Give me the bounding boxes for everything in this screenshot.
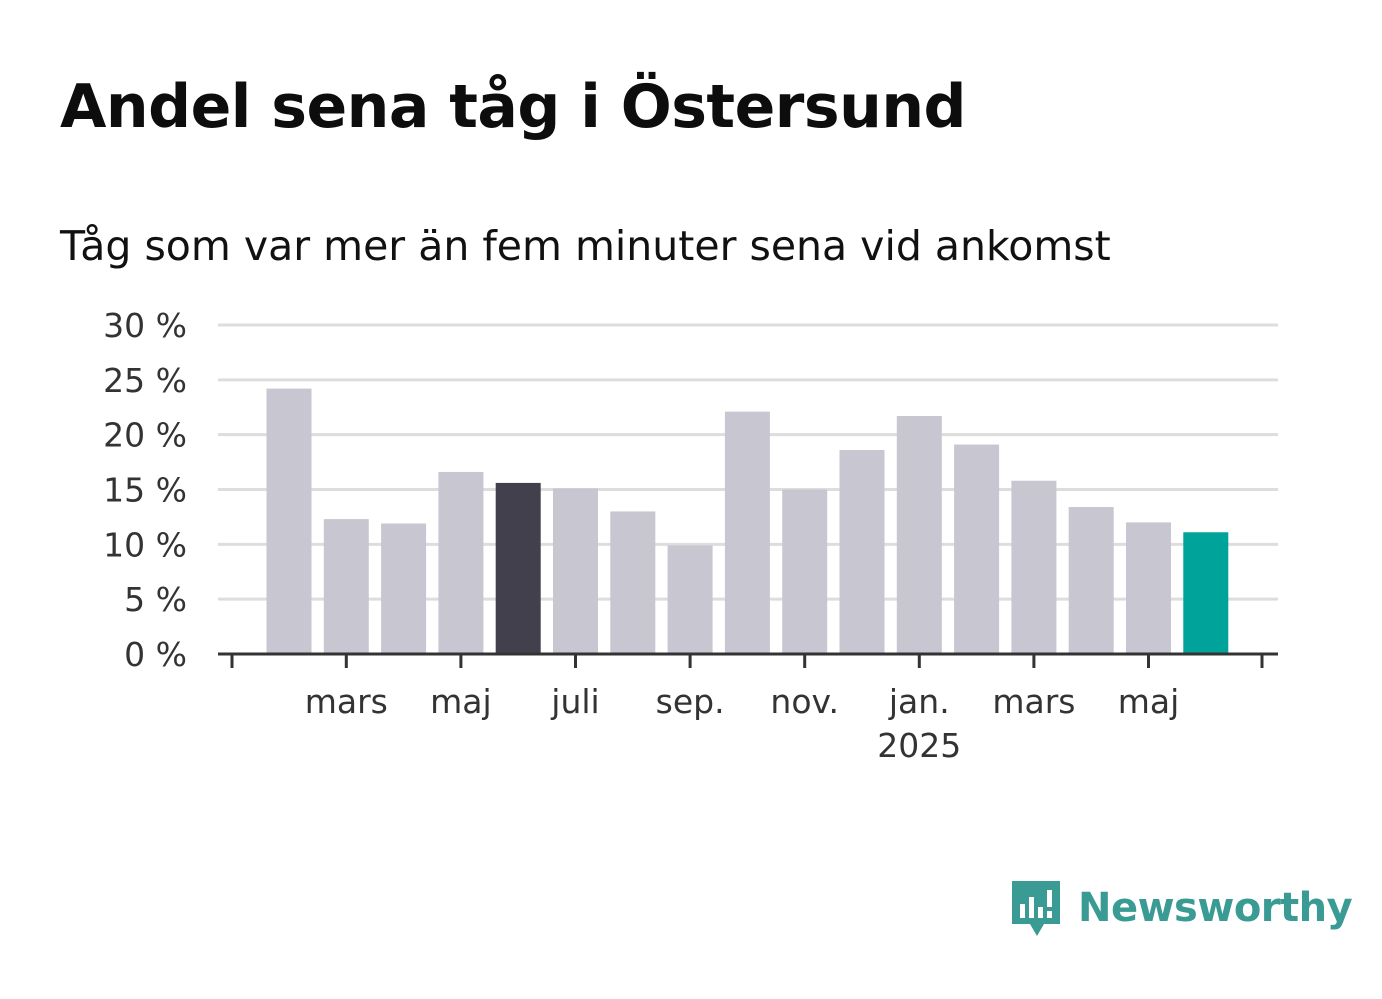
bar xyxy=(839,450,885,654)
bar xyxy=(266,388,312,654)
y-tick-label: 20 % xyxy=(103,416,187,455)
bar xyxy=(1068,507,1114,654)
x-tick-label: mars xyxy=(992,682,1075,721)
x-axis xyxy=(218,652,1278,668)
chart-title: Andel sena tåg i Östersund xyxy=(60,72,966,142)
bar xyxy=(553,488,598,654)
bar xyxy=(1011,480,1057,654)
y-tick-label: 15 % xyxy=(103,471,187,510)
y-tick-label: 0 % xyxy=(124,635,187,674)
bar xyxy=(896,416,942,654)
bar xyxy=(1183,532,1229,654)
y-tick-label: 30 % xyxy=(103,306,187,345)
bar xyxy=(667,545,713,654)
bar xyxy=(381,523,427,654)
bar xyxy=(323,519,369,654)
y-tick-label: 5 % xyxy=(124,580,187,619)
newsworthy-brand: Newsworthy xyxy=(1010,878,1353,938)
bar xyxy=(610,511,656,654)
y-axis-labels: 0 % 5 % 10 % 15 % 20 % 25 % 30 % xyxy=(103,306,187,674)
x-tick-label: juli xyxy=(550,682,599,721)
chart-subtitle: Tåg som var mer än fem minuter sena vid … xyxy=(60,222,1111,270)
x-tick-label: maj xyxy=(430,682,492,721)
x-tick-label: nov. xyxy=(770,682,839,721)
x-tick-label: sep. xyxy=(656,682,725,721)
x-tick-label: jan. xyxy=(888,682,950,721)
brand-name: Newsworthy xyxy=(1078,885,1353,931)
y-tick-label: 25 % xyxy=(103,361,187,400)
bars xyxy=(266,388,1229,654)
newsworthy-logo-icon xyxy=(1012,881,1060,936)
x-tick-label: mars xyxy=(305,682,388,721)
x-tick-label: maj xyxy=(1118,682,1180,721)
bar xyxy=(1126,522,1171,654)
y-tick-label: 10 % xyxy=(103,525,187,564)
bar xyxy=(782,489,828,654)
x-tick-year-label: 2025 xyxy=(877,726,961,765)
bar xyxy=(954,444,1000,654)
bar xyxy=(495,482,541,654)
bar xyxy=(724,411,770,654)
bar xyxy=(438,471,484,654)
x-axis-labels: mars maj juli sep. nov. jan. 2025 mars maj xyxy=(305,682,1180,765)
